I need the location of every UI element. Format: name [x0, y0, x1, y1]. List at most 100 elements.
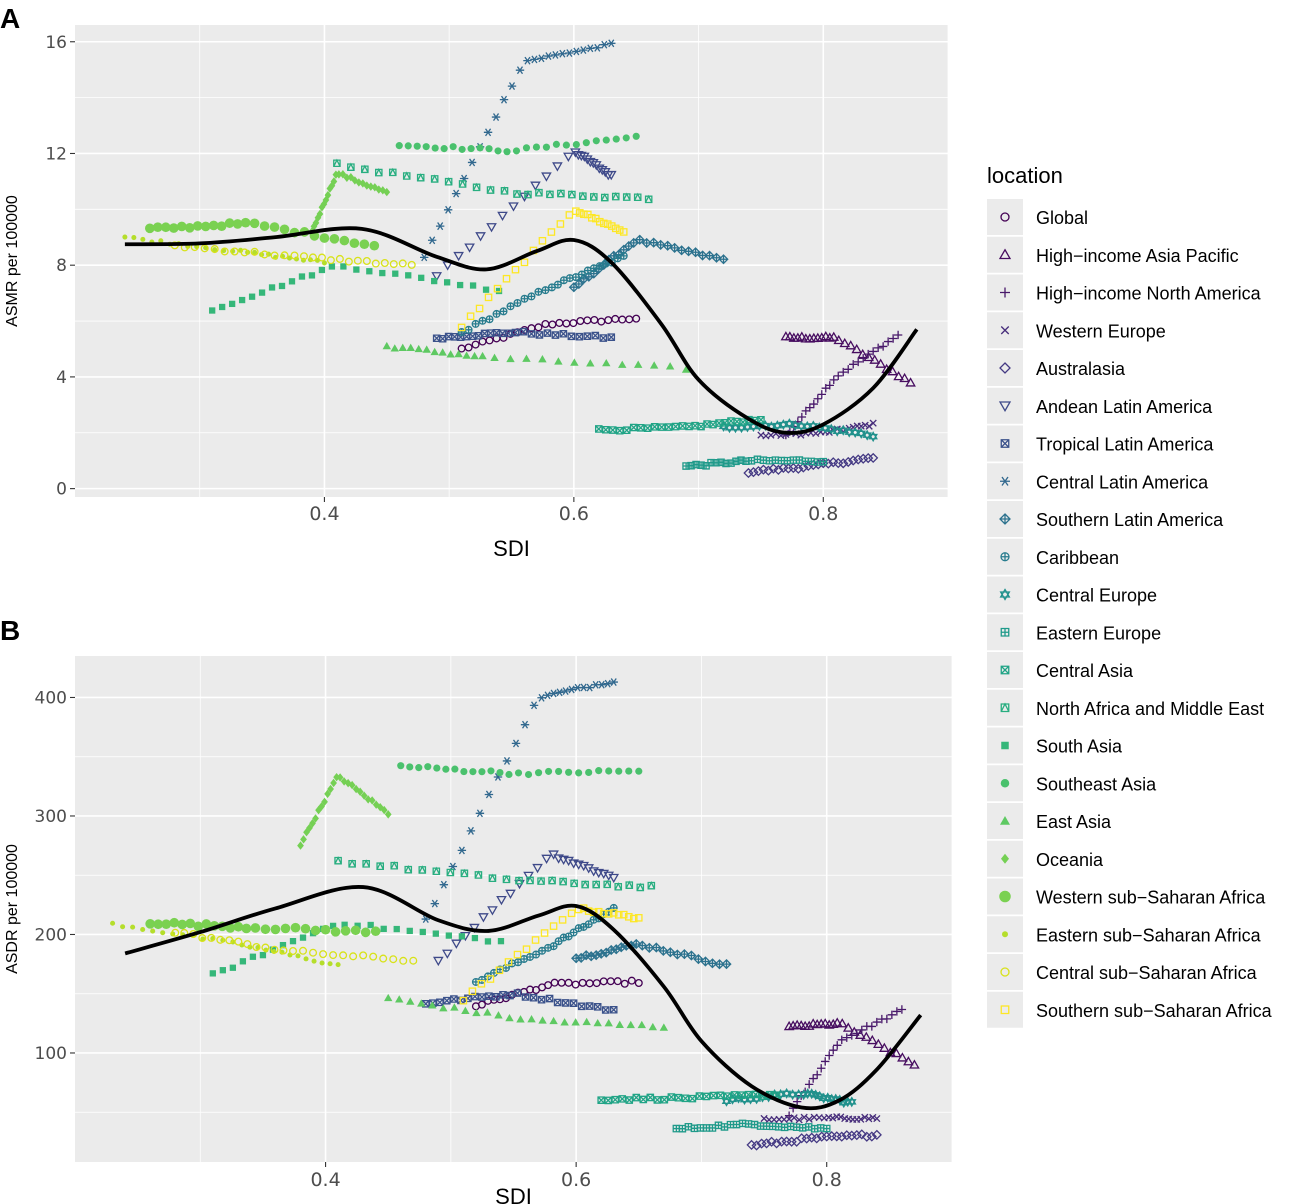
- panel-a-point-western-europe: [869, 419, 877, 427]
- panel-a-point-caribbean: [541, 286, 550, 295]
- panel-b-point-central-sub-saharan-africa: [234, 937, 243, 946]
- panel-a-point-central-sub-saharan-africa: [290, 251, 299, 260]
- panel-a-point-andean-latin-america: [508, 202, 519, 212]
- panel-a-point-central-sub-saharan-africa: [371, 259, 380, 268]
- panel-a-point-north-africa-and-middle-east: [375, 168, 383, 177]
- panel-a-point-southeast-asia: [602, 136, 610, 144]
- panel-b-point-east-asia: [637, 1020, 646, 1029]
- panel-b-point-east-asia: [582, 1017, 591, 1026]
- panel-b-point-central-asia: [709, 1091, 718, 1100]
- panel-b-point-central-latin-america: [603, 679, 612, 688]
- panel-a-point-high-income-asia-pacific: [863, 351, 875, 362]
- panel-b-point-southeast-asia: [514, 769, 523, 777]
- panel-a-point-south-asia: [366, 268, 373, 275]
- panel-a-point-high-income-asia-pacific: [899, 372, 910, 383]
- panel-a-point-southern-latin-america: [573, 278, 584, 290]
- panel-a-point-high-income-north-america: [834, 371, 843, 381]
- panel-b-point-east-asia: [450, 1003, 459, 1011]
- legend-item-western-sub-saharan-africa: Western sub−Saharan Africa: [987, 878, 1266, 915]
- panel-a-point-east-asia: [538, 354, 547, 363]
- panel-a-point-eastern-europe: [747, 456, 756, 465]
- panel-a-point-central-latin-america: [451, 189, 461, 198]
- legend-label: High−income North America: [1036, 284, 1262, 304]
- panel-a-point-east-asia: [446, 350, 455, 358]
- panel-b-point-high-income-asia-pacific: [891, 1047, 902, 1058]
- legend-key-global: [1000, 212, 1010, 222]
- panel-a-point-high-income-asia-pacific: [828, 331, 840, 341]
- panel-b-point-australasia: [801, 1133, 812, 1144]
- panel-b-point-southern-sub-saharan-africa: [459, 996, 468, 1005]
- panel-a-point-southeast-asia: [476, 144, 484, 152]
- panel-a-point-high-income-north-america: [829, 375, 838, 385]
- panel-a-point-east-asia: [398, 343, 407, 351]
- panel-b-point-north-africa-and-middle-east: [390, 861, 399, 870]
- panel-b-point-east-asia: [505, 1013, 514, 1022]
- panel-b-point-southeast-asia: [451, 765, 459, 773]
- panel-a-point-caribbean: [527, 292, 536, 301]
- panel-b-point-andean-latin-america: [583, 864, 594, 874]
- panel-b-point-oceania: [312, 814, 319, 823]
- panel-a-point-oceania: [355, 178, 363, 187]
- panel-b-point-north-africa-and-middle-east: [404, 865, 413, 874]
- panel-b-point-north-africa-and-middle-east: [537, 876, 545, 885]
- panel-b-point-north-africa-and-middle-east: [446, 867, 455, 877]
- panel-a-point-southeast-asia: [494, 147, 502, 155]
- panel-b-point-central-asia: [723, 1092, 732, 1100]
- panel-a-point-central-sub-saharan-africa: [299, 252, 308, 261]
- panel-b-x-tick-label: 0.8: [812, 1169, 842, 1191]
- panel-a-point-central-asia: [739, 418, 747, 426]
- panel-b-point-central-asia: [681, 1094, 690, 1103]
- panel-a-point-caribbean: [485, 315, 494, 324]
- panel-b-point-south-asia: [279, 941, 287, 949]
- panel-a-point-western-europe: [812, 429, 820, 437]
- panel-a-point-southeast-asia: [485, 145, 493, 153]
- panel-a-point-high-income-north-america: [854, 357, 863, 367]
- panel-a-point-central-sub-saharan-africa: [407, 260, 416, 269]
- panel-b-point-high-income-asia-pacific: [879, 1042, 890, 1052]
- panel-a-point-north-africa-and-middle-east: [333, 158, 341, 168]
- panel-b-point-global: [571, 980, 580, 989]
- panel-a-point-central-europe: [868, 431, 878, 443]
- panel-b-point-north-africa-and-middle-east: [592, 879, 600, 889]
- panel-a-point-central-sub-saharan-africa: [362, 257, 371, 266]
- panel-b-point-andean-latin-america: [442, 949, 453, 959]
- panel-a-point-high-income-asia-pacific: [796, 331, 808, 341]
- panel-a-point-tropical-latin-america: [543, 329, 552, 337]
- legend-item-south-asia: South Asia: [987, 727, 1123, 764]
- panel-a-point-global: [464, 343, 473, 352]
- panel-b-point-north-africa-and-middle-east: [581, 880, 589, 889]
- panel-b-point-central-sub-saharan-africa: [288, 946, 298, 956]
- panel-b-point-central-asia: [632, 1093, 641, 1102]
- panel-a-point-western-sub-saharan-africa: [279, 224, 290, 235]
- panel-a-point-south-asia: [482, 286, 490, 293]
- panel-a-point-western-sub-saharan-africa: [160, 222, 171, 233]
- panel-b-point-central-latin-america: [439, 880, 449, 889]
- panel-a-series-central-latin-america: [420, 39, 616, 262]
- panel-b-point-central-sub-saharan-africa: [261, 943, 270, 952]
- panel-b-point-western-sub-saharan-africa: [145, 918, 156, 929]
- panel-a-point-southern-sub-saharan-africa: [599, 219, 608, 228]
- panel-b-point-high-income-asia-pacific: [897, 1052, 908, 1062]
- panel-b-point-caribbean: [477, 976, 486, 984]
- panel-b-point-central-latin-america: [549, 689, 558, 698]
- panel-b-point-australasia: [766, 1136, 777, 1147]
- panel-a-point-north-africa-and-middle-east: [622, 192, 631, 201]
- panel-a-point-east-asia: [470, 351, 479, 360]
- panel-a-point-east-asia: [438, 348, 447, 356]
- panel-b-y-axis-title: ASDR per 100000: [4, 844, 21, 974]
- panel-b-point-southeast-asia: [575, 769, 583, 777]
- panel-b-point-western-europe: [857, 1115, 865, 1123]
- panel-b-point-central-asia: [604, 1096, 613, 1105]
- panel-b-point-western-europe: [861, 1113, 869, 1121]
- panel-a-point-southern-latin-america: [704, 250, 715, 261]
- panel-a-point-western-sub-saharan-africa: [319, 233, 330, 243]
- panel-b-point-central-sub-saharan-africa: [279, 946, 288, 955]
- panel-a-point-andean-latin-america: [497, 211, 508, 222]
- panel-a-series-high-income-asia-pacific: [780, 330, 916, 387]
- panel-b-point-tropical-latin-america: [506, 991, 514, 1000]
- panel-b-point-southern-latin-america: [658, 945, 669, 957]
- panel-b-point-tropical-latin-america: [609, 1005, 618, 1014]
- panel-b-point-central-latin-america: [529, 701, 539, 710]
- panel-b-point-eastern-sub-saharan-africa: [295, 953, 301, 959]
- panel-a-point-australasia: [838, 458, 849, 469]
